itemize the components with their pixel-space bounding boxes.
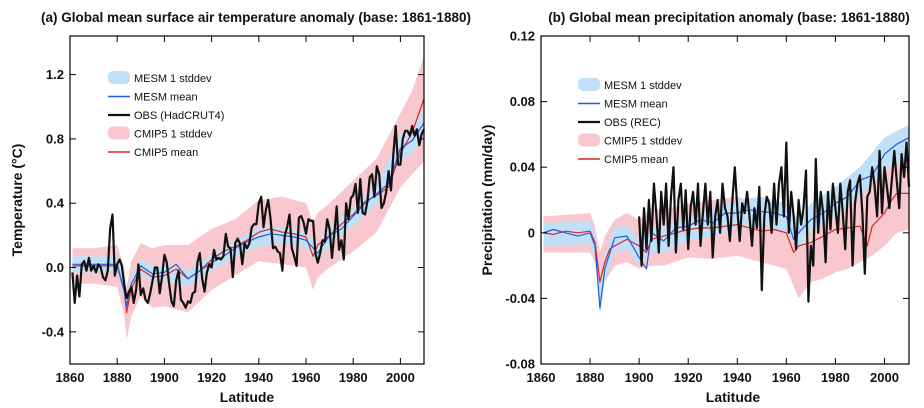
- panel-b-ticks: 1860 1880 1900 1920 1940 1960 1980 2000 -0.08 -0.…: [505, 29, 909, 385]
- legend-swatch: [108, 71, 130, 84]
- x-tick-label: 1880: [103, 370, 132, 385]
- panel-a-temperature: (a) Global mean surface air temperature …: [9, 10, 471, 405]
- legend-swatch: [108, 126, 130, 140]
- panel-a-ticks: 1860 1880 1900 1920 1940 1960 1980 2000 -0.4 0.0 0…: [42, 36, 424, 385]
- x-tick-label: 1900: [150, 370, 179, 385]
- panel-b-lines: [543, 137, 911, 309]
- series-obs-rec-: [638, 141, 911, 303]
- legend-label: CMIP5 mean: [604, 154, 668, 166]
- legend-label: MESM 1 stddev: [604, 80, 682, 92]
- legend-label: CMIP5 mean: [134, 147, 198, 159]
- series-obs-hadcrut4-: [71, 124, 425, 309]
- panel-b-plot-frame: [540, 35, 910, 365]
- panel-a-legend: MESM 1 stddev MESM mean OBS (HadCRUT4) CMIP…: [108, 71, 224, 159]
- y-tick-label: 0.0: [46, 260, 64, 275]
- legend-label: MESM mean: [604, 99, 668, 111]
- x-tick-label: 1900: [625, 370, 654, 385]
- x-tick-label: 1920: [197, 370, 226, 385]
- x-tick-label: 1940: [244, 370, 273, 385]
- legend-label: CMIP5 1 stddev: [604, 136, 683, 148]
- x-tick-label: 1940: [723, 370, 752, 385]
- panel-b-title: (b) Global mean precipitation anomaly (b…: [548, 10, 910, 25]
- y-tick-label: 0.12: [510, 29, 535, 44]
- panel-a-y-axis-label: Temperature (°C): [9, 144, 25, 257]
- panel-b-x-axis-label: Latitude: [706, 389, 761, 405]
- y-tick-label: 0.8: [46, 131, 64, 146]
- legend-label: CMIP5 1 stddev: [134, 129, 213, 141]
- panel-a-plot-frame: [69, 35, 425, 365]
- legend-label: MESM 1 stddev: [134, 73, 212, 85]
- panel-b-legend: MESM 1 stddev MESM mean OBS (REC) CMIP5 1 s…: [578, 78, 683, 166]
- legend-swatch: [578, 78, 600, 91]
- panel-a-x-axis-label: Latitude: [220, 389, 275, 405]
- y-tick-label: 0.4: [46, 196, 65, 211]
- panel-a-lines: [71, 98, 425, 314]
- y-tick-label: 0: [528, 225, 535, 240]
- panel-b-bands: [543, 124, 909, 315]
- legend-label: OBS (REC): [604, 117, 661, 129]
- x-tick-label: 2000: [870, 370, 899, 385]
- y-tick-label: -0.08: [505, 357, 535, 372]
- legend-swatch: [578, 133, 600, 147]
- y-tick-label: 1.2: [46, 67, 64, 82]
- panel-a-bands: [72, 55, 425, 340]
- x-tick-label: 1860: [56, 370, 85, 385]
- x-tick-label: 1960: [292, 370, 321, 385]
- band-mesm-1-stddev: [543, 124, 909, 315]
- x-tick-label: 1960: [772, 370, 801, 385]
- x-tick-label: 2000: [386, 370, 415, 385]
- x-tick-label: 1920: [674, 370, 703, 385]
- y-tick-label: -0.04: [505, 291, 535, 306]
- x-tick-label: 1880: [576, 370, 605, 385]
- panel-a-title: (a) Global mean surface air temperature …: [41, 10, 471, 25]
- x-tick-label: 1980: [821, 370, 850, 385]
- y-tick-label: -0.4: [42, 324, 65, 339]
- panel-b-precipitation: (b) Global mean precipitation anomaly (b…: [479, 10, 911, 405]
- x-tick-label: 1980: [339, 370, 368, 385]
- x-tick-label: 1860: [527, 370, 556, 385]
- series-mesm-mean: [72, 122, 425, 307]
- band-mesm-1-stddev: [72, 110, 425, 315]
- y-tick-label: 0.04: [510, 160, 536, 175]
- legend-label: OBS (HadCRUT4): [134, 110, 224, 122]
- panel-b-y-axis-label: Precipitation (mm/day): [479, 125, 495, 276]
- y-tick-label: 0.08: [510, 94, 535, 109]
- legend-label: MESM mean: [134, 92, 198, 104]
